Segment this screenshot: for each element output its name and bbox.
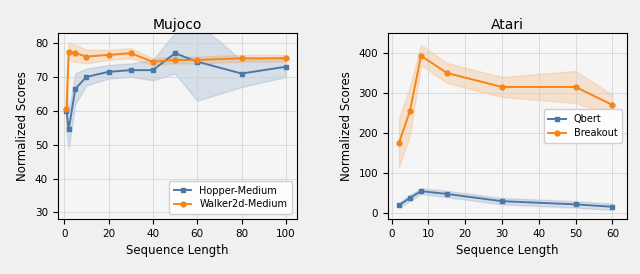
Title: Atari: Atari — [491, 18, 524, 32]
Y-axis label: Normalized Scores: Normalized Scores — [16, 71, 29, 181]
Hopper-Medium — [282, 65, 290, 68]
Line: Hopper-Medium: Hopper-Medium — [64, 51, 288, 132]
Walker2d-Medium — [63, 107, 70, 111]
X-axis label: Sequence Length: Sequence Length — [126, 244, 228, 258]
Breakout — [417, 54, 425, 57]
Line: Breakout: Breakout — [397, 53, 615, 145]
Breakout — [406, 109, 414, 113]
Qbert — [395, 204, 403, 207]
Walker2d-Medium — [149, 60, 157, 63]
Title: Mujoco: Mujoco — [152, 18, 202, 32]
Breakout — [395, 141, 403, 145]
Qbert — [417, 190, 425, 193]
Walker2d-Medium — [105, 53, 113, 56]
Breakout — [443, 71, 451, 75]
Hopper-Medium — [105, 70, 113, 73]
Qbert — [572, 203, 579, 206]
Walker2d-Medium — [237, 57, 245, 60]
Line: Walker2d-Medium: Walker2d-Medium — [64, 49, 288, 112]
Hopper-Medium — [149, 68, 157, 72]
Y-axis label: Normalized Scores: Normalized Scores — [340, 71, 353, 181]
Qbert — [406, 196, 414, 199]
Line: Qbert: Qbert — [397, 189, 615, 209]
Breakout — [572, 85, 579, 89]
Walker2d-Medium — [72, 52, 79, 55]
Walker2d-Medium — [127, 52, 134, 55]
Hopper-Medium — [72, 87, 79, 90]
Hopper-Medium — [193, 60, 201, 63]
Legend: Qbert, Breakout: Qbert, Breakout — [543, 109, 622, 143]
Qbert — [609, 205, 616, 209]
Hopper-Medium — [63, 109, 70, 112]
Qbert — [443, 192, 451, 196]
Qbert — [498, 199, 506, 203]
Breakout — [609, 103, 616, 107]
Hopper-Medium — [127, 68, 134, 72]
Walker2d-Medium — [83, 55, 90, 58]
Breakout — [498, 85, 506, 89]
Hopper-Medium — [65, 128, 72, 131]
Walker2d-Medium — [282, 57, 290, 60]
X-axis label: Sequence Length: Sequence Length — [456, 244, 559, 258]
Legend: Hopper-Medium, Walker2d-Medium: Hopper-Medium, Walker2d-Medium — [169, 181, 292, 214]
Walker2d-Medium — [65, 50, 72, 53]
Hopper-Medium — [83, 75, 90, 79]
Hopper-Medium — [237, 72, 245, 75]
Hopper-Medium — [172, 52, 179, 55]
Walker2d-Medium — [193, 58, 201, 62]
Walker2d-Medium — [172, 58, 179, 62]
